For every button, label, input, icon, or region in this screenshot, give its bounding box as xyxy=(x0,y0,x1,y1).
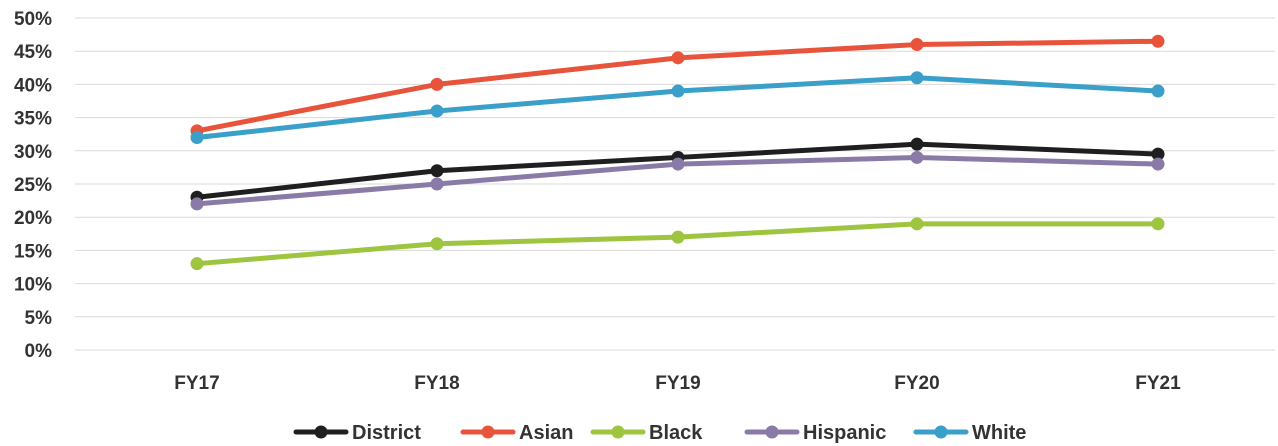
legend-marker xyxy=(314,425,328,439)
x-tick-label: FY18 xyxy=(414,373,459,394)
data-point xyxy=(1151,157,1165,171)
series-layer xyxy=(190,34,1165,271)
legend-marker xyxy=(611,425,625,439)
data-point xyxy=(190,257,204,271)
y-axis-ticks: 0% 5% 10% 15% 20% 25% 30% 35% 40% 45% 50% xyxy=(14,9,52,362)
legend-marker xyxy=(934,425,948,439)
series-white xyxy=(190,71,1165,145)
series-line xyxy=(194,221,1161,267)
y-tick-label: 5% xyxy=(25,308,53,329)
legend-item-district: District xyxy=(293,422,421,444)
data-point xyxy=(671,51,685,65)
data-point xyxy=(1151,217,1165,231)
x-tick-label: FY19 xyxy=(655,373,700,394)
legend-item-black: Black xyxy=(590,422,703,444)
legend-label: Asian xyxy=(519,422,573,444)
y-tick-label: 25% xyxy=(14,175,52,196)
data-point xyxy=(190,197,204,211)
y-tick-label: 20% xyxy=(14,208,52,229)
y-tick-label: 15% xyxy=(14,241,52,262)
x-tick-label: FY20 xyxy=(894,373,939,394)
data-point xyxy=(671,157,685,171)
y-tick-label: 10% xyxy=(14,275,52,296)
legend-marker xyxy=(481,425,495,439)
y-tick-label: 40% xyxy=(14,75,52,96)
series-black xyxy=(190,217,1165,271)
data-point xyxy=(910,150,924,164)
legend-label: District xyxy=(352,422,421,444)
y-tick-label: 35% xyxy=(14,109,52,130)
data-point xyxy=(910,71,924,85)
grid-layer xyxy=(75,17,1275,351)
series-hispanic xyxy=(190,150,1165,211)
y-tick-label: 50% xyxy=(14,9,52,30)
x-axis-ticks: FY17 FY18 FY19 FY20 FY21 xyxy=(174,373,1181,394)
legend-item-hispanic: Hispanic xyxy=(744,422,886,444)
data-point xyxy=(910,217,924,231)
data-point xyxy=(430,77,444,91)
data-point xyxy=(430,237,444,251)
legend-label: White xyxy=(972,422,1026,444)
data-point xyxy=(1151,147,1165,161)
legend-marker xyxy=(765,425,779,439)
legend-label: Black xyxy=(649,422,703,444)
data-point xyxy=(910,137,924,151)
data-point xyxy=(430,177,444,191)
data-point xyxy=(1151,34,1165,48)
x-tick-label: FY17 xyxy=(174,373,219,394)
data-point xyxy=(671,84,685,98)
data-point xyxy=(430,104,444,118)
legend-item-white: White xyxy=(913,422,1026,444)
legend: District Asian Black Hispanic White xyxy=(293,422,1026,444)
legend-item-asian: Asian xyxy=(460,422,573,444)
y-tick-label: 45% xyxy=(14,42,52,63)
legend-label: Hispanic xyxy=(803,422,886,444)
data-point xyxy=(1151,84,1165,98)
y-tick-label: 0% xyxy=(25,341,53,362)
data-point xyxy=(430,164,444,178)
data-point xyxy=(190,131,204,145)
y-tick-label: 30% xyxy=(14,142,52,163)
data-point xyxy=(910,38,924,52)
x-tick-label: FY21 xyxy=(1135,373,1181,394)
data-point xyxy=(671,230,685,244)
